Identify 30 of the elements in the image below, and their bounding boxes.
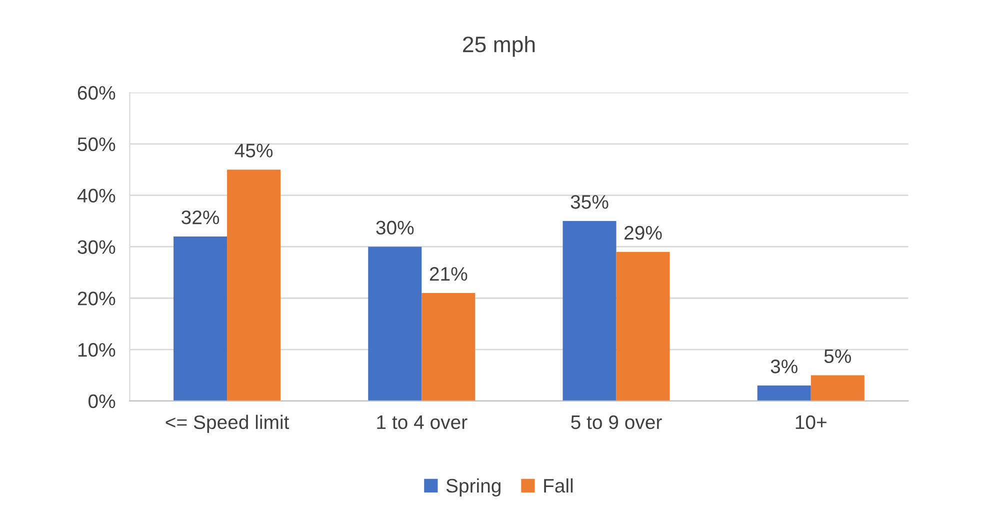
bar	[368, 246, 422, 401]
x-tick-label: 1 to 4 over	[377, 416, 468, 430]
x-tick-label: <= Speed limit	[166, 414, 290, 433]
data-label: 32%	[182, 210, 220, 224]
y-tick-label: 60%	[78, 86, 116, 100]
bar	[757, 386, 811, 401]
y-tick-label: 20%	[78, 292, 116, 306]
bar	[174, 236, 228, 401]
chart-title: 25 mph	[463, 36, 535, 57]
x-tick-label: 10+	[796, 415, 826, 430]
data-label: 30%	[376, 220, 414, 235]
data-label: 5%	[824, 349, 851, 364]
y-tick-label: 0%	[88, 394, 116, 408]
data-label: 3%	[770, 360, 798, 374]
y-tick-label: 30%	[78, 240, 116, 254]
data-label: 29%	[624, 226, 662, 240]
bar	[227, 170, 281, 401]
y-tick-label: 40%	[77, 188, 116, 203]
y-tick-label: 50%	[78, 137, 116, 152]
data-label: 35%	[570, 195, 608, 209]
legend-label: Spring	[446, 478, 500, 496]
bar	[616, 252, 670, 401]
bar	[810, 375, 864, 401]
legend-label: Fall	[544, 478, 573, 493]
y-tick-label: 10%	[78, 342, 116, 357]
bar	[562, 221, 616, 401]
x-tick-label: 5 to 9 over	[571, 415, 662, 430]
bar	[422, 292, 476, 401]
data-label: 45%	[234, 144, 273, 158]
data-label: 21%	[430, 267, 468, 281]
